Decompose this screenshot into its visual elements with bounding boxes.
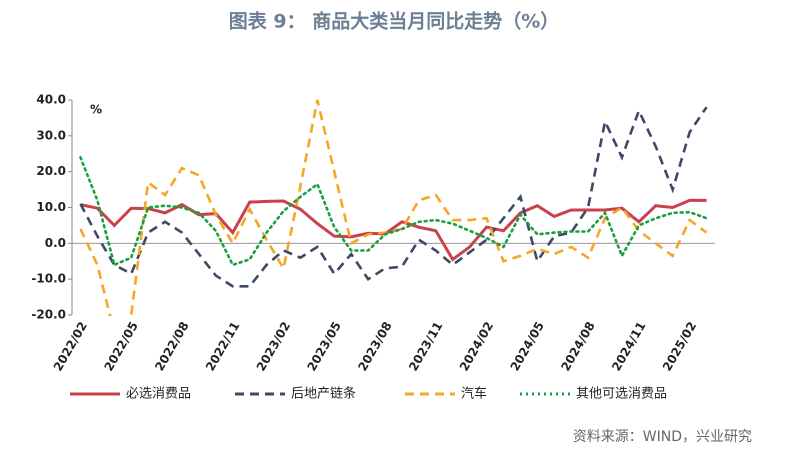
x-tick-label: 2024/02	[457, 319, 496, 373]
x-tick-label: 2023/08	[355, 319, 394, 373]
series-line	[79, 106, 708, 288]
x-tick-label: 2024/08	[558, 319, 597, 373]
y-tick-label: -10.0	[31, 272, 66, 286]
x-tick-label: 2023/05	[305, 319, 344, 373]
x-tick-label: 2024/05	[508, 319, 547, 373]
y-tick-label: 10.0	[36, 200, 66, 214]
x-tick-label: 2025/02	[660, 319, 699, 373]
series-line	[79, 99, 708, 316]
legend-label: 其他可选消费品	[576, 387, 667, 402]
x-tick-label: 2022/05	[101, 319, 140, 373]
chart-title: 图表 9： 商品大类当月同比走势（%）	[229, 10, 560, 33]
x-tick-label: 2023/11	[406, 319, 445, 373]
series-line	[79, 156, 708, 267]
plot-area	[79, 99, 708, 316]
x-tick-label: 2022/02	[51, 319, 90, 373]
legend-label: 后地产链条	[291, 386, 356, 402]
source: 资料来源：WIND，兴业研究	[573, 429, 752, 445]
x-tick-label: 2023/02	[254, 319, 293, 373]
y-tick-label: -20.0	[31, 308, 66, 322]
x-tick-label: 2024/11	[609, 319, 648, 373]
y-tick-label: 0.0	[45, 236, 66, 250]
y-unit: %	[90, 103, 102, 117]
y-tick-label: 20.0	[36, 164, 66, 178]
x-tick-label: 2022/11	[203, 319, 242, 373]
y-tick-label: 30.0	[36, 128, 66, 142]
x-tick-label: 2022/08	[152, 319, 191, 373]
y-tick-label: 40.0	[36, 93, 66, 107]
series-line	[80, 198, 707, 262]
legend-label: 汽车	[461, 386, 487, 402]
legend-label: 必选消费品	[126, 387, 191, 402]
